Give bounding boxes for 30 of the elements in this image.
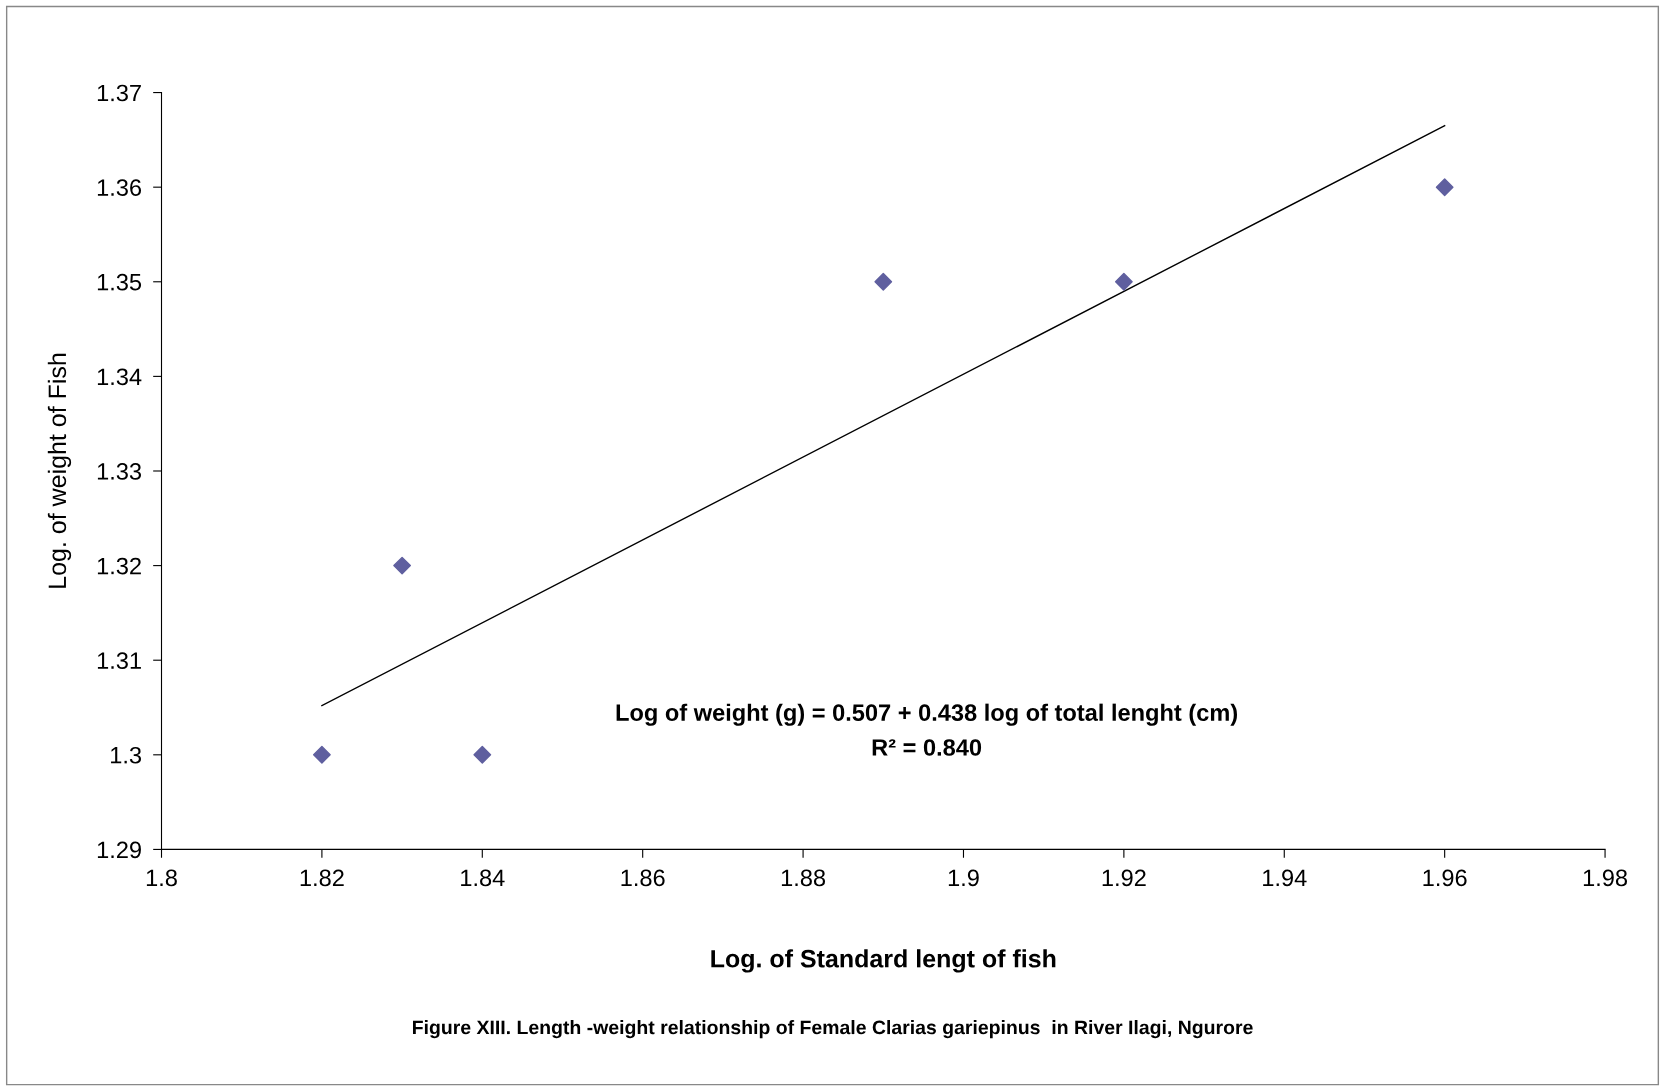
y-tick-label: 1.35 bbox=[97, 273, 142, 291]
x-tick-label: 1.86 bbox=[621, 869, 665, 887]
y-axis-title: Log. of weight of Fish bbox=[47, 353, 72, 588]
y-tick-label: 1.36 bbox=[97, 179, 142, 196]
point bbox=[874, 272, 893, 291]
point bbox=[1435, 178, 1454, 197]
annotation: Log of weight (g) = 0.507 + 0.438 log of total lenght (cm) bbox=[616, 703, 1238, 726]
x-tick-label: 1.84 bbox=[461, 869, 505, 887]
y-tick-label: 1.37 bbox=[97, 84, 141, 102]
y-tick-label: 1.3 bbox=[111, 746, 142, 764]
point bbox=[1114, 272, 1133, 291]
x-tick-label: 1.98 bbox=[1583, 869, 1628, 887]
x-tick-label: 1.9 bbox=[948, 869, 979, 887]
x-tick-label: 1.96 bbox=[1423, 869, 1467, 887]
x-tick-label: 1.88 bbox=[781, 869, 826, 887]
y-tick-label: 1.29 bbox=[97, 841, 141, 859]
annotation: R² = 0.840 bbox=[872, 739, 982, 756]
point bbox=[473, 745, 492, 764]
point bbox=[312, 745, 331, 764]
x-tick-label: 1.8 bbox=[146, 869, 177, 887]
x-tick-label: 1.82 bbox=[300, 869, 344, 887]
x-tick-label: 1.94 bbox=[1263, 869, 1307, 887]
y-tick-label: 1.32 bbox=[97, 557, 141, 575]
x-axis-title: Log. of Standard lengt of fish bbox=[711, 949, 1056, 973]
point bbox=[393, 556, 412, 575]
x-tick-label: 1.92 bbox=[1102, 869, 1146, 887]
text: Figure XIII. Length -weight relationship of Female Clarias gariepinus in River Ilagi, Ngurore bbox=[413, 1020, 1253, 1039]
y-tick-label: 1.34 bbox=[97, 368, 142, 386]
y-tick-label: 1.33 bbox=[97, 463, 142, 480]
y-tick-label: 1.31 bbox=[97, 652, 141, 669]
